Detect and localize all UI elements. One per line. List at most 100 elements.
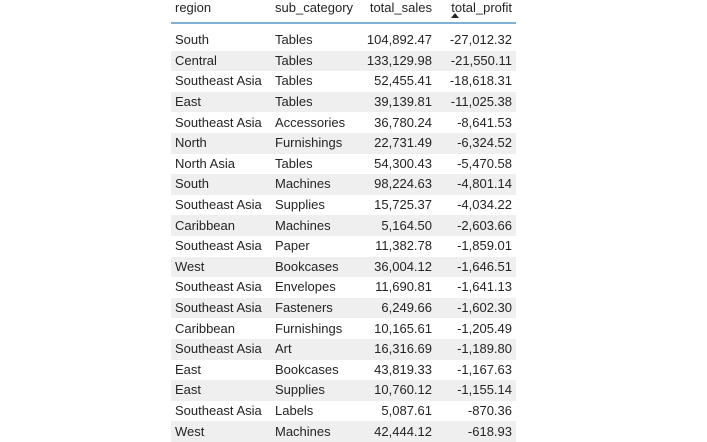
- cell-sub-category: Furnishings: [271, 132, 361, 154]
- table-row[interactable]: East Bookcases 43,819.33 -1,167.63: [171, 360, 516, 381]
- cell-total-profit: -18,618.31: [449, 73, 512, 89]
- header-spacer: [171, 23, 516, 30]
- table-row[interactable]: West Bookcases 36,004.12 -1,646.51: [171, 256, 516, 278]
- cell-total-profit: -1,155.14: [436, 380, 516, 401]
- cell-total-sales: 10,760.12: [361, 380, 436, 401]
- table-row[interactable]: Southeast Asia Tables 52,455.41 -18,618.31: [171, 71, 516, 92]
- column-header-region[interactable]: region: [171, 0, 271, 24]
- cell-sub-category: Tables: [271, 91, 361, 113]
- cell-total-sales: 43,819.33: [374, 361, 432, 377]
- cell-total-profit: -618.93: [436, 421, 516, 442]
- cell-sub-category: Machines: [271, 421, 361, 442]
- table-row[interactable]: West Machines 42,444.12 -618.93: [171, 421, 516, 442]
- cell-total-sales: 52,455.41: [374, 73, 432, 89]
- cell-sub-category: Machines: [271, 174, 361, 195]
- cell-total-profit: -4,801.14: [436, 174, 516, 195]
- cell-total-sales: 11,690.81: [375, 279, 432, 295]
- cell-total-sales: 15,725.37: [374, 197, 432, 213]
- sort-ascending-icon: [451, 13, 460, 18]
- cell-region: East: [171, 380, 271, 401]
- cell-total-sales: 5,164.50: [361, 215, 436, 236]
- cell-total-profit: -1,205.49: [457, 320, 512, 336]
- cell-total-sales: 36,004.12: [361, 256, 436, 278]
- cell-total-sales: 11,382.78: [375, 238, 432, 254]
- column-header-sub-category[interactable]: sub_category: [271, 0, 361, 24]
- cell-total-profit: -4,034.22: [457, 197, 512, 213]
- cell-total-profit: -1,859.01: [457, 238, 512, 254]
- cell-sub-category: Tables: [271, 50, 361, 72]
- cell-total-profit: -8,641.53: [457, 114, 512, 130]
- table-visual: region sub_category total_sales total_pr…: [171, 0, 516, 442]
- cell-region: East: [171, 91, 271, 113]
- cell-sub-category: Supplies: [271, 380, 361, 401]
- cell-total-sales: 36,780.24: [374, 114, 432, 130]
- cell-region: South: [175, 32, 209, 48]
- table-row[interactable]: Central Tables 133,129.98 -21,550.11: [171, 50, 516, 72]
- cell-region: North: [171, 132, 271, 154]
- table-row[interactable]: Southeast Asia Envelopes 11,690.81 -1,641.1…: [171, 277, 516, 298]
- column-header-total-sales[interactable]: total_sales: [361, 0, 436, 24]
- table-row[interactable]: Southeast Asia Paper 11,382.78 -1,859.01: [171, 236, 516, 257]
- cell-total-sales: 5,087.61: [381, 402, 432, 418]
- table-row[interactable]: Southeast Asia Labels 5,087.61 -870.36: [171, 401, 516, 422]
- header-row: region sub_category total_sales total_pr…: [171, 0, 516, 24]
- cell-total-profit: -1,602.30: [436, 297, 516, 319]
- cell-sub-category: Fasteners: [271, 297, 361, 319]
- table-row[interactable]: East Tables 39,139.81 -11,025.38: [171, 91, 516, 113]
- cell-region: South: [171, 174, 271, 195]
- table-row[interactable]: Caribbean Furnishings 10,165.61 -1,205.49: [171, 318, 516, 339]
- cell-sub-category: Envelopes: [275, 279, 336, 295]
- cell-sub-category: Paper: [275, 238, 310, 254]
- cell-region: West: [171, 256, 271, 278]
- cell-region: Caribbean: [175, 320, 235, 336]
- cell-total-sales: 39,139.81: [361, 91, 436, 113]
- cell-total-profit: -5,470.58: [457, 155, 512, 171]
- cell-region: Southeast Asia: [175, 197, 262, 213]
- cell-sub-category: Tables: [275, 32, 313, 48]
- table-row[interactable]: Southeast Asia Art 16,316.69 -1,189.80: [171, 338, 516, 360]
- table-row[interactable]: North Furnishings 22,731.49 -6,324.52: [171, 132, 516, 154]
- cell-total-profit: -27,012.32: [449, 32, 512, 48]
- cell-region: West: [171, 421, 271, 442]
- table-row[interactable]: East Supplies 10,760.12 -1,155.14: [171, 380, 516, 401]
- cell-total-sales: 22,731.49: [361, 132, 436, 154]
- table-row[interactable]: Caribbean Machines 5,164.50 -2,603.66: [171, 215, 516, 236]
- cell-total-sales: 6,249.66: [361, 297, 436, 319]
- table-row[interactable]: Southeast Asia Supplies 15,725.37 -4,034.22: [171, 195, 516, 216]
- cell-total-profit: -1,189.80: [436, 338, 516, 360]
- table-row[interactable]: South Tables 104,892.47 -27,012.32: [171, 30, 516, 51]
- cell-sub-category: Bookcases: [275, 361, 339, 377]
- cell-region: Caribbean: [171, 215, 271, 236]
- cell-total-sales: 133,129.98: [361, 50, 436, 72]
- cell-total-profit: -1,646.51: [436, 256, 516, 278]
- cell-total-profit: -870.36: [467, 402, 512, 418]
- cell-total-sales: 104,892.47: [366, 32, 432, 48]
- cell-region: East: [175, 361, 202, 377]
- cell-total-profit: -21,550.11: [436, 50, 516, 72]
- cell-sub-category: Art: [271, 338, 361, 360]
- cell-sub-category: Tables: [275, 73, 313, 89]
- cell-region: North Asia: [175, 155, 235, 171]
- cell-sub-category: Bookcases: [271, 256, 361, 278]
- table-row[interactable]: North Asia Tables 54,300.43 -5,470.58: [171, 154, 516, 175]
- table-body: South Tables 104,892.47 -27,012.32 Central Ta…: [171, 23, 516, 442]
- table-row[interactable]: Southeast Asia Fasteners 6,249.66 -1,602.30: [171, 297, 516, 319]
- cell-sub-category: Furnishings: [275, 320, 343, 336]
- table-row[interactable]: South Machines 98,224.63 -4,801.14: [171, 174, 516, 195]
- cell-region: Central: [171, 50, 271, 72]
- cell-region: Southeast Asia: [175, 114, 262, 130]
- cell-total-profit: -6,324.52: [436, 132, 516, 154]
- cell-region: Southeast Asia: [175, 238, 262, 254]
- cell-total-sales: 98,224.63: [361, 174, 436, 195]
- cell-sub-category: Labels: [275, 402, 314, 418]
- cell-region: Southeast Asia: [175, 402, 262, 418]
- cell-region: Southeast Asia: [171, 297, 271, 319]
- cell-sub-category: Accessories: [275, 114, 346, 130]
- cell-sub-category: Tables: [275, 155, 313, 171]
- data-table: region sub_category total_sales total_pr…: [171, 0, 516, 442]
- cell-total-sales: 54,300.43: [374, 155, 432, 171]
- cell-total-profit: -1,641.13: [457, 279, 512, 295]
- table-row[interactable]: Southeast Asia Accessories 36,780.24 -8,641…: [171, 112, 516, 133]
- column-header-total-profit[interactable]: total_profit: [436, 0, 516, 24]
- cell-total-profit: -1,167.63: [457, 361, 512, 377]
